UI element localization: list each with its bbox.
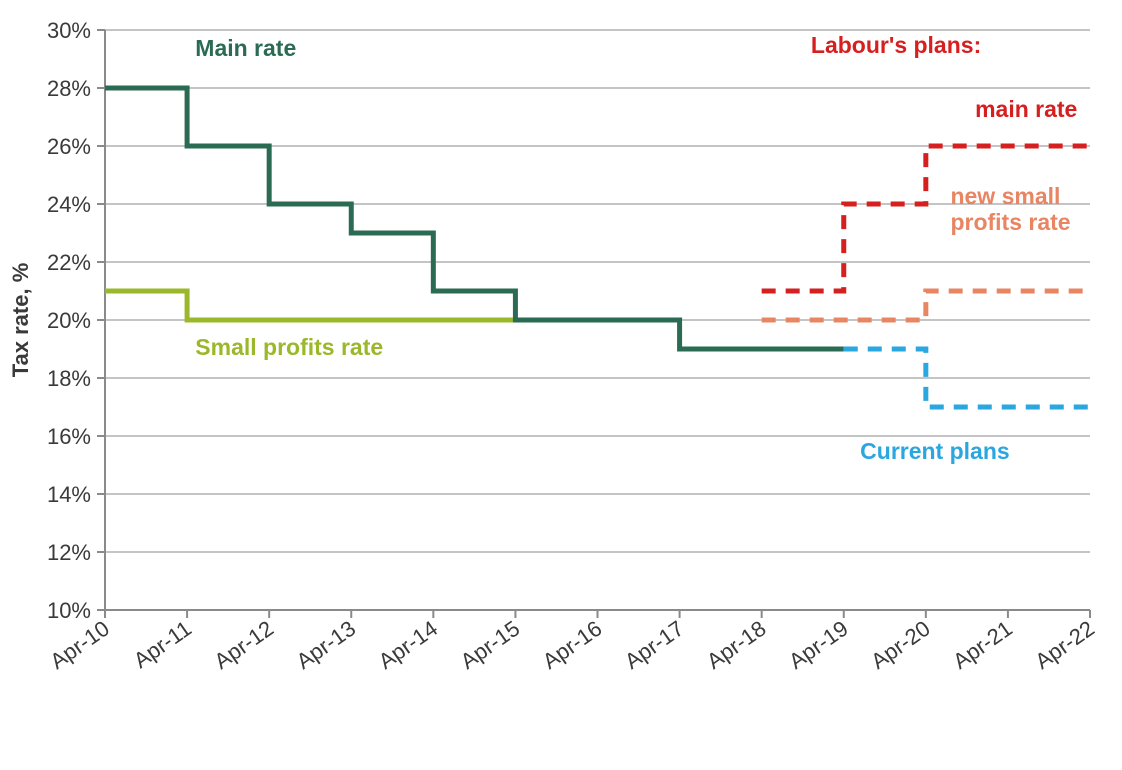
label-main_rate_historic: Main rate [195, 35, 296, 61]
y-tick-label: 12% [47, 540, 91, 565]
y-tick-label: 28% [47, 76, 91, 101]
tax-rate-step-chart: 10%12%14%16%18%20%22%24%26%28%30%Apr-10A… [0, 0, 1122, 770]
label-labour_small: new small [950, 183, 1060, 209]
label-labour_small: profits rate [950, 209, 1070, 235]
y-tick-label: 30% [47, 18, 91, 43]
label-labour_main-header: Labour's plans: [811, 32, 981, 58]
y-tick-label: 24% [47, 192, 91, 217]
y-tick-label: 14% [47, 482, 91, 507]
label-current_plans: Current plans [860, 438, 1010, 464]
y-tick-label: 20% [47, 308, 91, 333]
y-tick-label: 22% [47, 250, 91, 275]
y-tick-label: 26% [47, 134, 91, 159]
y-axis-title: Tax rate, % [8, 263, 33, 378]
y-tick-label: 10% [47, 598, 91, 623]
y-tick-label: 18% [47, 366, 91, 391]
label-labour_main: main rate [975, 96, 1077, 122]
label-small_profits_rate: Small profits rate [195, 334, 383, 360]
y-tick-label: 16% [47, 424, 91, 449]
